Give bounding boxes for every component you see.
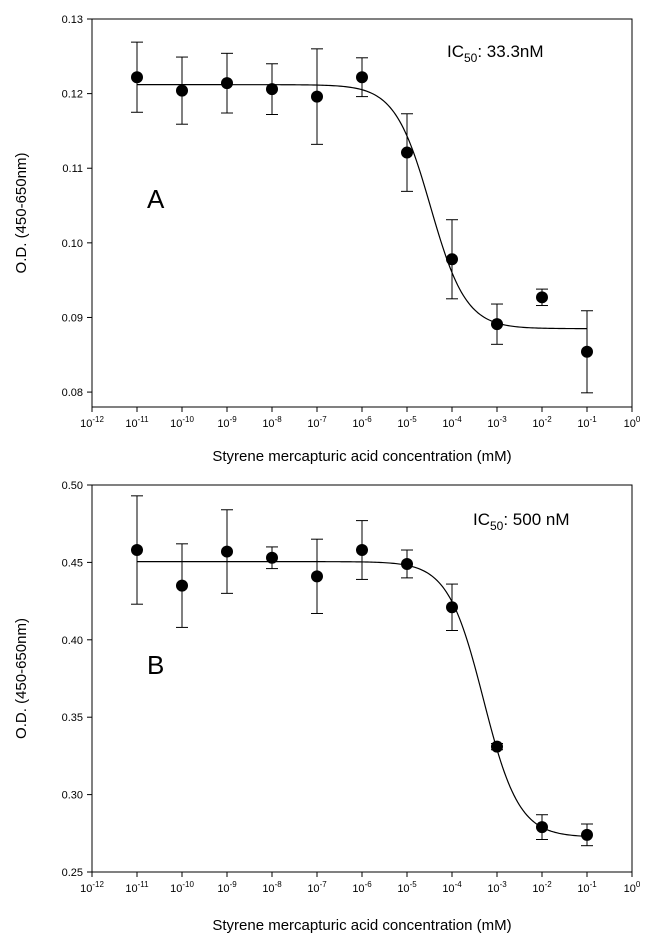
- x-tick-label: 100: [624, 880, 641, 895]
- y-tick-label: 0.11: [62, 163, 83, 175]
- y-tick-label: 0.08: [62, 387, 83, 399]
- x-tick-label: 10-3: [487, 415, 507, 430]
- y-tick-label: 0.30: [62, 790, 83, 802]
- panel-label: B: [147, 650, 164, 680]
- x-tick-label: 10-1: [577, 880, 597, 895]
- x-tick-label: 10-3: [487, 880, 507, 895]
- x-tick-label: 10-2: [532, 415, 552, 430]
- ic50-annotation: IC50: 33.3nM: [447, 42, 544, 65]
- x-tick-label: 10-1: [577, 415, 597, 430]
- y-tick-label: 0.45: [62, 557, 83, 569]
- data-point: [311, 90, 323, 103]
- data-point: [221, 545, 233, 558]
- y-tick-label: 0.10: [62, 238, 83, 250]
- y-tick-label: 0.25: [62, 867, 83, 879]
- data-point: [401, 557, 413, 570]
- x-tick-label: 10-8: [262, 880, 282, 895]
- y-tick-label: 0.12: [62, 89, 83, 101]
- data-point: [446, 253, 458, 266]
- y-tick-label: 0.40: [62, 635, 83, 647]
- x-tick-label: 10-9: [217, 880, 237, 895]
- x-tick-label: 10-7: [307, 415, 327, 430]
- x-tick-label: 10-5: [397, 415, 417, 430]
- x-tick-label: 10-9: [217, 415, 237, 430]
- y-axis-label: O.D. (450-650nm): [13, 618, 30, 739]
- data-point: [536, 291, 548, 304]
- data-point: [491, 740, 503, 753]
- x-tick-label: 10-8: [262, 415, 282, 430]
- data-point: [311, 570, 323, 583]
- y-tick-label: 0.35: [62, 712, 83, 724]
- x-tick-label: 10-6: [352, 880, 372, 895]
- fit-curve: [137, 84, 588, 330]
- x-tick-label: 10-11: [125, 415, 149, 430]
- x-tick-label: 10-10: [170, 880, 194, 895]
- chart-panel-a: 10-12 10-11 10-10 10-9 10-8 10-7 10-6 10-5 10-4 1…: [13, 14, 641, 465]
- data-point: [491, 318, 503, 331]
- x-tick-label: 10-4: [442, 880, 462, 895]
- data-point: [266, 551, 278, 564]
- chart-panel-b: 10-12 10-11 10-10 10-9 10-8 10-7 10-6 10-5 10-4 1…: [13, 480, 641, 934]
- x-tick-label: 10-5: [397, 880, 417, 895]
- x-tick-label: 10-2: [532, 880, 552, 895]
- data-point: [401, 146, 413, 159]
- x-tick-label: 10-6: [352, 415, 372, 430]
- y-tick-label: 0.13: [62, 14, 83, 26]
- panel-label: A: [147, 184, 165, 214]
- fit-curve: [137, 561, 588, 837]
- x-tick-label: 10-11: [125, 880, 149, 895]
- data-point: [266, 83, 278, 96]
- data-point: [356, 71, 368, 84]
- ic50-annotation: IC50: 500 nM: [473, 510, 570, 533]
- data-point: [221, 77, 233, 90]
- x-tick-label: 10-10: [170, 415, 194, 430]
- x-tick-label: 10-12: [80, 880, 104, 895]
- y-tick-label: 0.09: [62, 312, 83, 324]
- data-point: [176, 579, 188, 592]
- y-axis-label: O.D. (450-650nm): [13, 153, 30, 274]
- x-axis-label: Styrene mercapturic acid concentration (…: [212, 448, 511, 465]
- x-tick-label: 100: [624, 415, 641, 430]
- data-point: [131, 71, 143, 84]
- y-tick-label: 0.50: [62, 480, 83, 492]
- data-point: [446, 601, 458, 614]
- data-point: [176, 84, 188, 97]
- x-tick-label: 10-7: [307, 880, 327, 895]
- data-point: [356, 544, 368, 557]
- x-tick-label: 10-12: [80, 415, 104, 430]
- data-point: [131, 544, 143, 557]
- x-tick-label: 10-4: [442, 415, 462, 430]
- data-point: [536, 821, 548, 834]
- data-point: [581, 828, 593, 841]
- data-point: [581, 345, 593, 358]
- x-axis-label: Styrene mercapturic acid concentration (…: [212, 917, 511, 934]
